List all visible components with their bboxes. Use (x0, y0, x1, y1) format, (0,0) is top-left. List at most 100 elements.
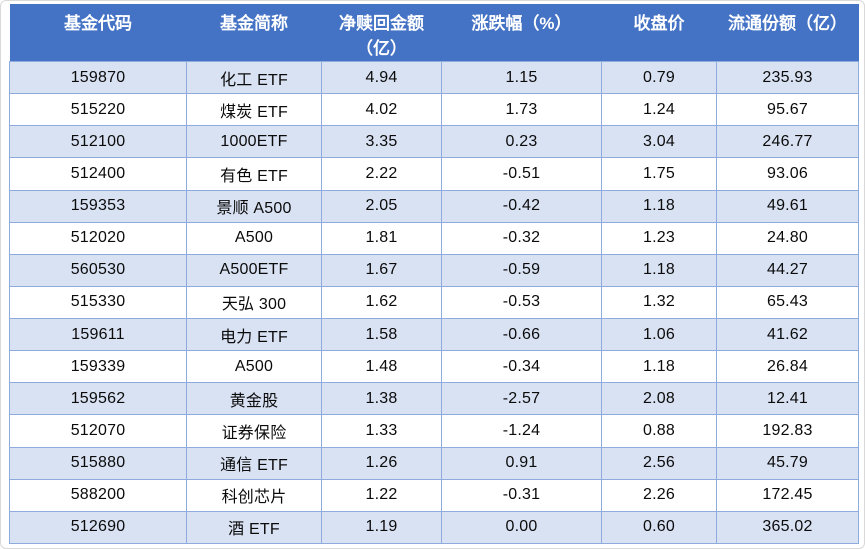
fund-code-cell: 560530 (9, 253, 187, 287)
float-shares-cell: 192.83 (716, 414, 859, 448)
float-shares-cell: 45.79 (716, 446, 859, 480)
close-price-cell: 2.08 (601, 382, 717, 416)
change-percent-cell: -0.53 (441, 285, 602, 320)
table-row: 515220 煤炭 ETF 4.02 1.73 1.24 95.67 (9, 93, 859, 127)
table-row: 515330 天弘 300 1.62 -0.53 1.32 65.43 (9, 285, 859, 320)
table-header: 基金代码 基金简称 净赎回金额 （亿） 涨跌幅（%） 收盘价 流通份额（亿） (9, 4, 859, 62)
header-row: 基金代码 基金简称 净赎回金额 （亿） 涨跌幅（%） 收盘价 流通份额（亿） (9, 4, 859, 62)
table-row: 159353 景顺 A500 2.05 -0.42 1.18 49.61 (9, 189, 859, 223)
float-shares-cell: 365.02 (716, 510, 859, 545)
fund-name-cell: 1000ETF (186, 125, 322, 159)
fund-code-cell: 512020 (9, 221, 187, 255)
column-header-fund-name: 基金简称 (186, 4, 322, 62)
change-percent-cell: -2.57 (441, 382, 602, 416)
net-redemption-amount-cell: 1.58 (321, 317, 442, 352)
fund-code-cell: 159353 (9, 189, 187, 223)
fund-name-cell: A500ETF (186, 253, 322, 287)
column-header-net-redemption-amount: 净赎回金额 （亿） (321, 4, 442, 62)
table-row: 159339 A500 1.48 -0.34 1.18 26.84 (9, 350, 859, 384)
close-price-cell: 2.26 (601, 478, 717, 512)
fund-name-cell: 电力 ETF (186, 317, 322, 352)
column-header-fund-code: 基金代码 (9, 4, 187, 62)
close-price-cell: 0.79 (601, 60, 717, 95)
fund-name-cell: 景顺 A500 (186, 189, 322, 223)
fund-name-cell: 证券保险 (186, 414, 322, 448)
float-shares-cell: 93.06 (716, 157, 859, 191)
table-row: 512690 酒 ETF 1.19 0.00 0.60 365.02 (9, 510, 859, 545)
change-percent-cell: -0.59 (441, 253, 602, 287)
net-redemption-amount-cell: 2.05 (321, 189, 442, 223)
fund-code-cell: 512690 (9, 510, 187, 545)
fund-code-cell: 512400 (9, 157, 187, 191)
fund-code-cell: 515220 (9, 93, 187, 127)
fund-table: 基金代码 基金简称 净赎回金额 （亿） 涨跌幅（%） 收盘价 流通份额（亿） 159870… (9, 4, 859, 545)
change-percent-cell: -0.34 (441, 350, 602, 384)
fund-code-cell: 512100 (9, 125, 187, 159)
column-header-close-price: 收盘价 (601, 4, 717, 62)
table-row: 512070 证券保险 1.33 -1.24 0.88 192.83 (9, 414, 859, 448)
close-price-cell: 1.75 (601, 157, 717, 191)
net-redemption-amount-cell: 1.81 (321, 221, 442, 255)
column-header-change-percent: 涨跌幅（%） (441, 4, 602, 62)
change-percent-cell: -0.51 (441, 157, 602, 191)
float-shares-cell: 235.93 (716, 60, 859, 95)
float-shares-cell: 26.84 (716, 350, 859, 384)
fund-name-cell: 通信 ETF (186, 446, 322, 480)
float-shares-cell: 246.77 (716, 125, 859, 159)
change-percent-cell: -0.66 (441, 317, 602, 352)
fund-code-cell: 512070 (9, 414, 187, 448)
change-percent-cell: -0.42 (441, 189, 602, 223)
table-row: 512020 A500 1.81 -0.32 1.23 24.80 (9, 221, 859, 255)
net-redemption-amount-cell: 1.19 (321, 510, 442, 545)
table-row: 159611 电力 ETF 1.58 -0.66 1.06 41.62 (9, 317, 859, 352)
fund-code-cell: 159870 (9, 60, 187, 95)
float-shares-cell: 41.62 (716, 317, 859, 352)
fund-name-cell: 科创芯片 (186, 478, 322, 512)
net-redemption-amount-cell: 1.33 (321, 414, 442, 448)
net-redemption-amount-cell: 1.48 (321, 350, 442, 384)
close-price-cell: 1.18 (601, 253, 717, 287)
change-percent-cell: 1.73 (441, 93, 602, 127)
change-percent-cell: -0.31 (441, 478, 602, 512)
table-row: 588200 科创芯片 1.22 -0.31 2.26 172.45 (9, 478, 859, 512)
change-percent-cell: -1.24 (441, 414, 602, 448)
change-percent-cell: 0.00 (441, 510, 602, 545)
fund-code-cell: 588200 (9, 478, 187, 512)
net-redemption-amount-cell: 1.22 (321, 478, 442, 512)
float-shares-cell: 95.67 (716, 93, 859, 127)
column-header-float-shares: 流通份额（亿） (716, 4, 859, 62)
fund-name-cell: 天弘 300 (186, 285, 322, 320)
fund-name-cell: A500 (186, 350, 322, 384)
table-row: 515880 通信 ETF 1.26 0.91 2.56 45.79 (9, 446, 859, 480)
fund-code-cell: 159562 (9, 382, 187, 416)
close-price-cell: 1.18 (601, 189, 717, 223)
close-price-cell: 1.18 (601, 350, 717, 384)
net-redemption-amount-cell: 4.94 (321, 60, 442, 95)
fund-name-cell: 煤炭 ETF (186, 93, 322, 127)
close-price-cell: 0.88 (601, 414, 717, 448)
net-redemption-amount-cell: 1.38 (321, 382, 442, 416)
close-price-cell: 1.24 (601, 93, 717, 127)
float-shares-cell: 24.80 (716, 221, 859, 255)
close-price-cell: 2.56 (601, 446, 717, 480)
net-redemption-amount-cell: 1.67 (321, 253, 442, 287)
close-price-cell: 1.06 (601, 317, 717, 352)
change-percent-cell: -0.32 (441, 221, 602, 255)
table-row: 512100 1000ETF 3.35 0.23 3.04 246.77 (9, 125, 859, 159)
fund-name-cell: 有色 ETF (186, 157, 322, 191)
net-redemption-amount-cell: 1.62 (321, 285, 442, 320)
float-shares-cell: 172.45 (716, 478, 859, 512)
table-body: 159870 化工 ETF 4.94 1.15 0.79 235.93 515220 煤炭 E… (9, 60, 859, 545)
net-redemption-amount-cell: 2.22 (321, 157, 442, 191)
fund-name-cell: 黄金股 (186, 382, 322, 416)
change-percent-cell: 1.15 (441, 60, 602, 95)
float-shares-cell: 49.61 (716, 189, 859, 223)
float-shares-cell: 44.27 (716, 253, 859, 287)
fund-code-cell: 515330 (9, 285, 187, 320)
table-row: 512400 有色 ETF 2.22 -0.51 1.75 93.06 (9, 157, 859, 191)
fund-name-cell: 酒 ETF (186, 510, 322, 545)
fund-name-cell: A500 (186, 221, 322, 255)
fund-name-cell: 化工 ETF (186, 60, 322, 95)
net-redemption-amount-cell: 1.26 (321, 446, 442, 480)
